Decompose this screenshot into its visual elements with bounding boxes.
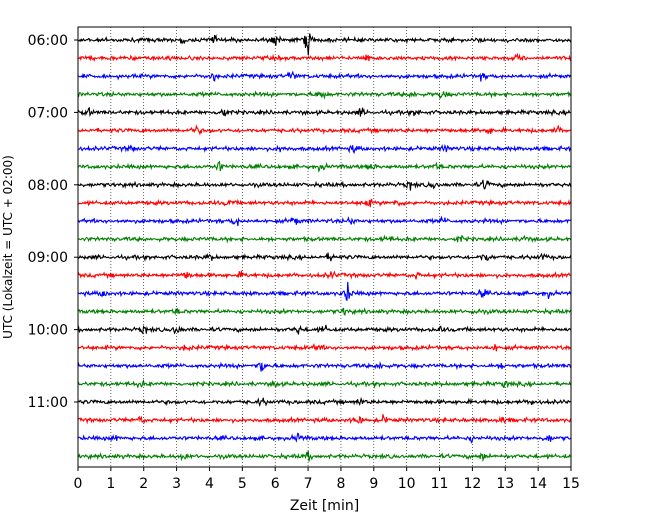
trace-0815 (77, 198, 572, 208)
trace-0900 (77, 252, 572, 262)
trace-1130 (77, 432, 572, 444)
x-tick-label: 7 (304, 476, 313, 492)
trace-0930 (77, 281, 572, 301)
y-axis-label: UTC (Lokalzeit = UTC + 02:00) (1, 155, 15, 339)
x-tick-label: 14 (529, 476, 547, 492)
trace-0945 (77, 307, 572, 316)
x-tick-label: 13 (496, 476, 514, 492)
x-axis-label: Zeit [min] (290, 498, 359, 514)
y-tick-label: 11:00 (28, 395, 68, 411)
trace-0600 (77, 33, 572, 56)
plot-frame (77, 26, 572, 468)
trace-0615 (77, 52, 572, 63)
trace-1100 (77, 396, 572, 408)
y-tick-label: 06:00 (28, 33, 68, 49)
trace-0645 (77, 90, 572, 100)
x-tick-label: 8 (336, 476, 345, 492)
y-tick-label: 09:00 (28, 250, 68, 266)
x-axis-ticks: 0 1 2 3 4 5 6 7 8 9 10 11 12 13 14 15 (74, 467, 580, 492)
x-tick-label: 10 (398, 476, 416, 492)
trace-0845 (77, 234, 572, 244)
trace-0730 (77, 143, 572, 155)
seismic-traces (77, 33, 572, 463)
y-tick-label: 08:00 (28, 178, 68, 194)
y-tick-label: 07:00 (28, 105, 68, 121)
x-tick-label: 1 (106, 476, 115, 492)
trace-0715 (77, 124, 572, 136)
trace-1015 (77, 342, 572, 352)
x-tick-label: 12 (463, 476, 481, 492)
trace-1045 (77, 378, 572, 389)
x-tick-label: 4 (205, 476, 214, 492)
trace-1145 (77, 450, 572, 463)
trace-1000 (77, 324, 572, 335)
y-axis-ticks: 06:00 07:00 08:00 09:00 10:00 11:00 (28, 33, 78, 411)
trace-0700 (77, 106, 572, 118)
x-tick-label: 2 (139, 476, 148, 492)
vertical-grid (110, 27, 539, 467)
x-tick-label: 9 (369, 476, 378, 492)
trace-1030 (77, 361, 572, 372)
trace-0915 (77, 270, 572, 280)
x-tick-label: 15 (562, 476, 580, 492)
trace-0830 (77, 215, 572, 227)
x-tick-label: 3 (172, 476, 181, 492)
x-tick-label: 5 (238, 476, 247, 492)
trace-0800 (77, 179, 572, 191)
trace-0745 (77, 160, 572, 173)
x-tick-label: 6 (271, 476, 280, 492)
x-tick-label: 0 (74, 476, 83, 492)
trace-1115 (77, 414, 572, 425)
trace-0630 (77, 70, 572, 82)
y-tick-label: 10:00 (28, 323, 68, 339)
x-tick-label: 11 (431, 476, 449, 492)
